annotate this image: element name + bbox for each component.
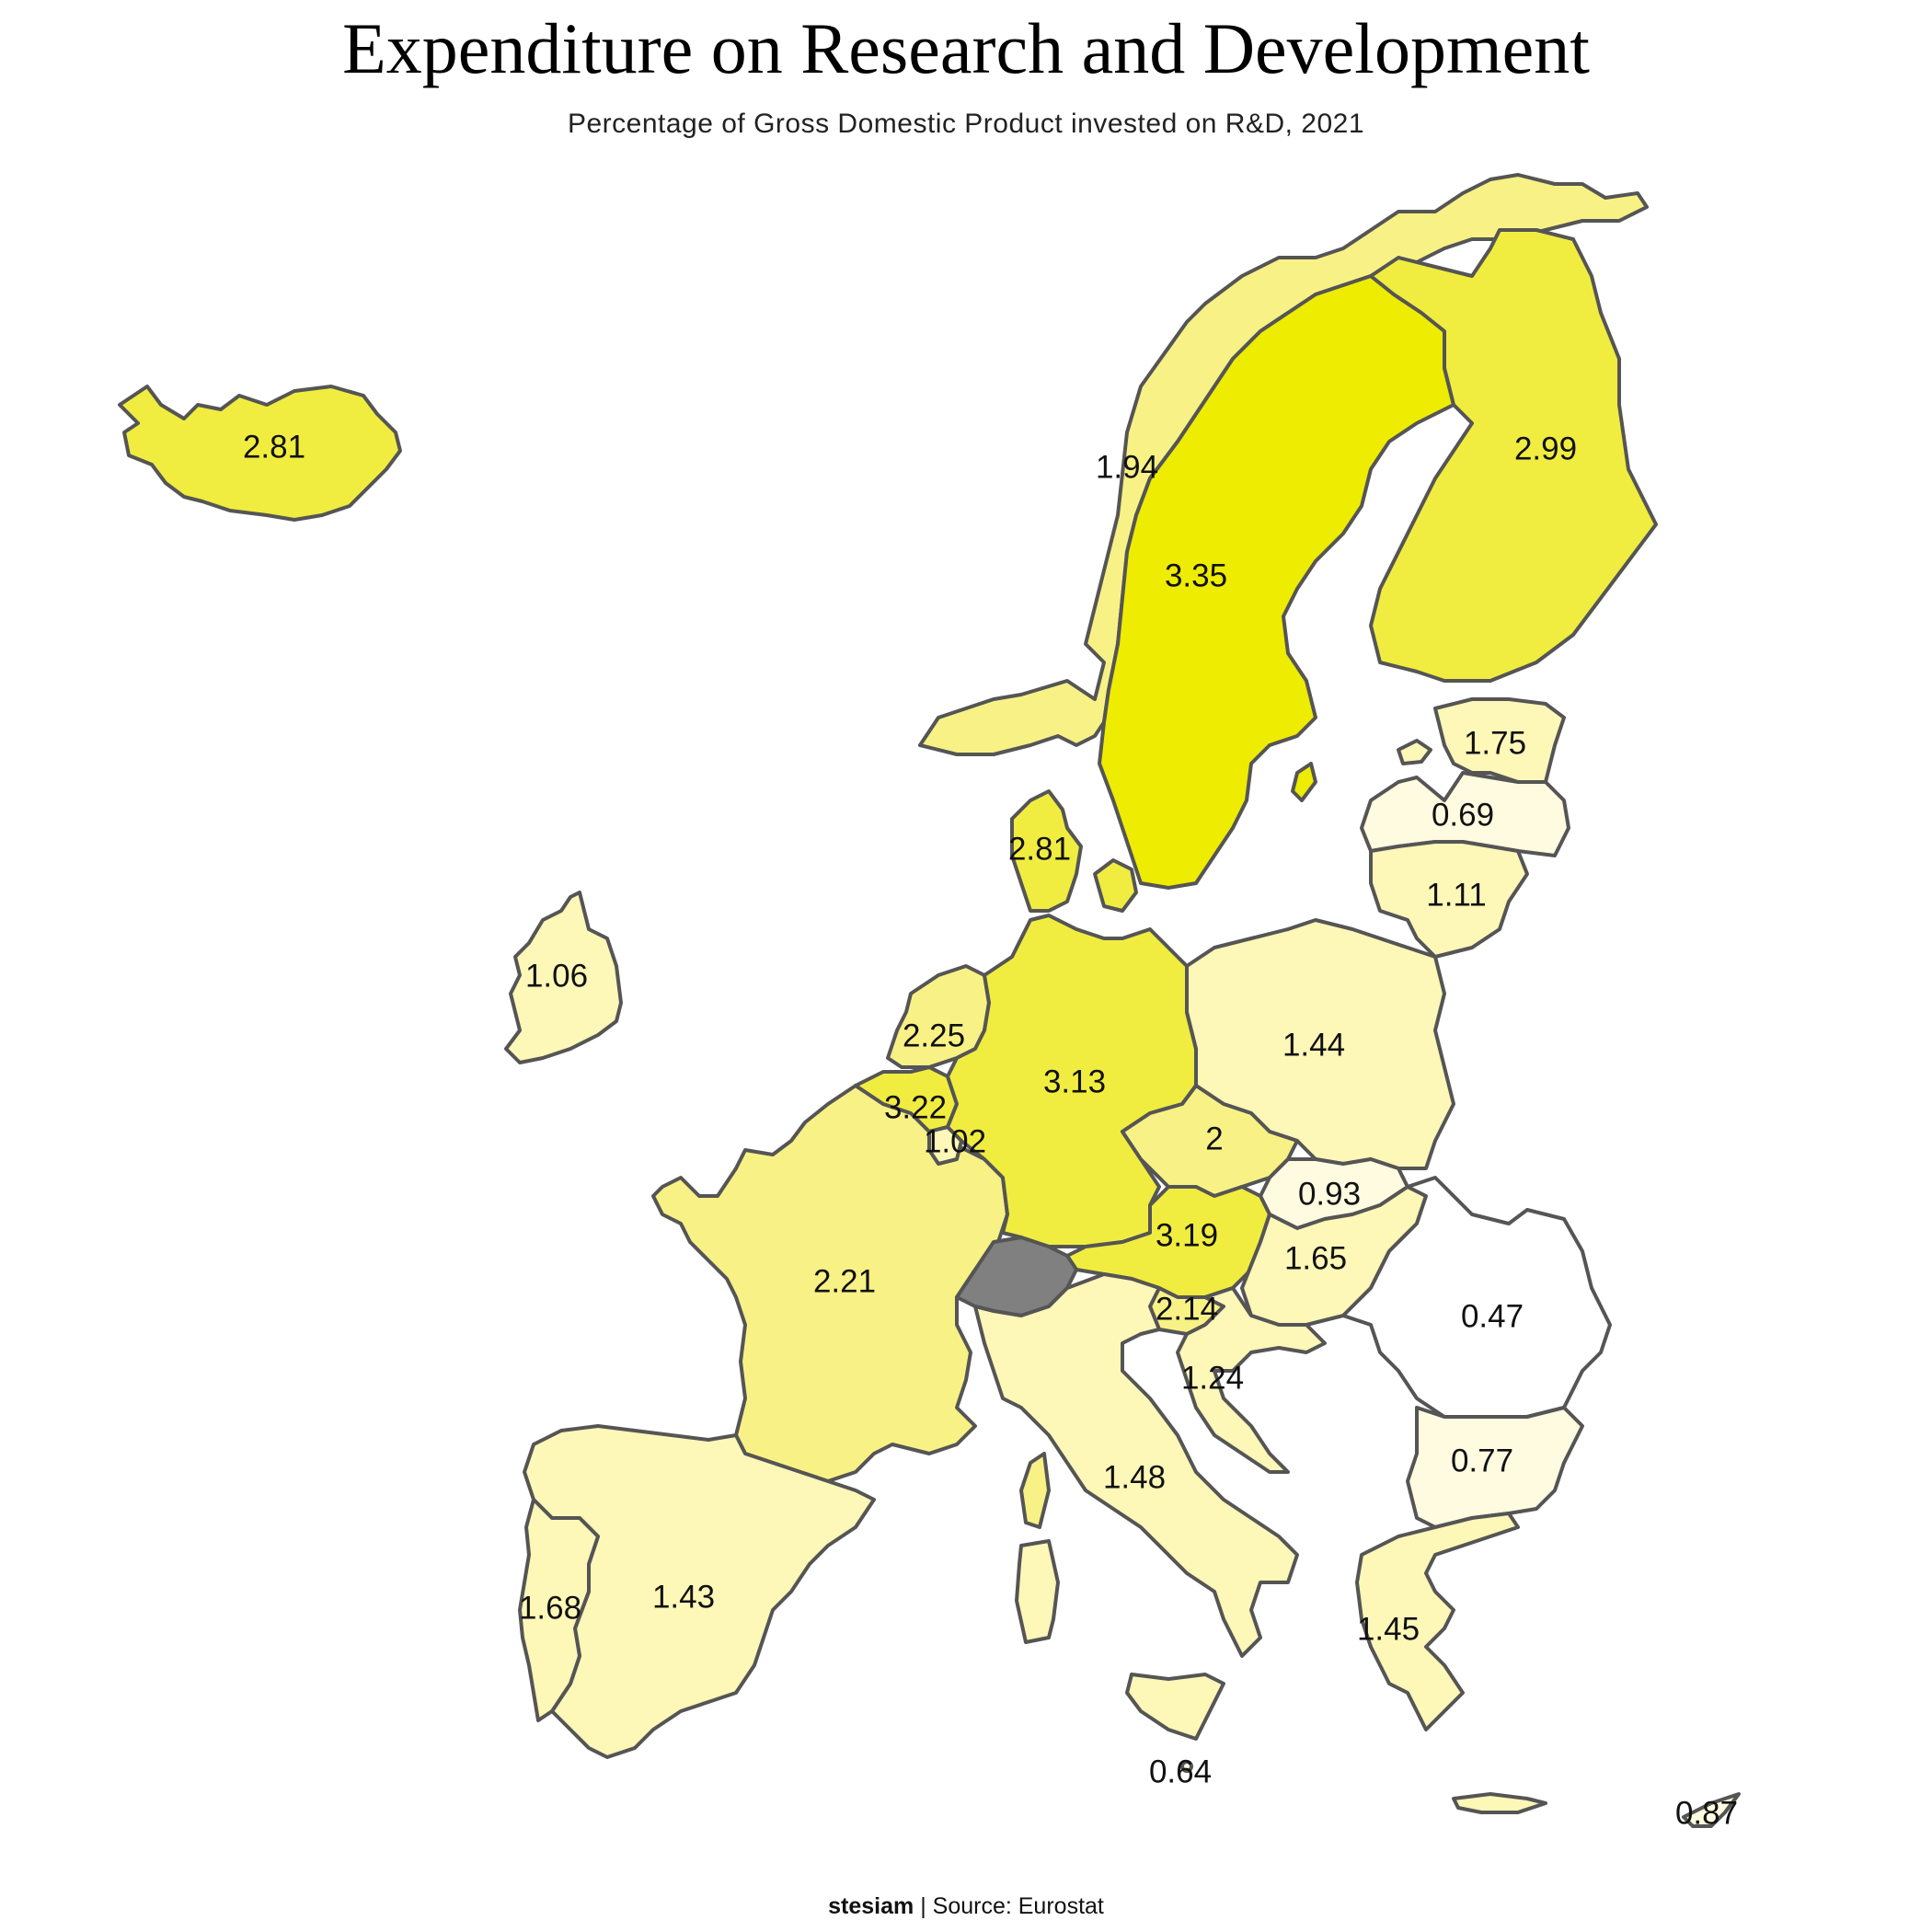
- value-label-netherlands: 2.25: [903, 1018, 965, 1053]
- region-portugal[interactable]: [518, 1498, 600, 1722]
- value-label-denmark: 2.81: [1008, 831, 1071, 867]
- value-label-norway: 1.94: [1096, 449, 1158, 485]
- value-label-czechia: 2: [1205, 1121, 1223, 1156]
- region-bulgaria[interactable]: [1406, 1406, 1584, 1529]
- region-italy-sardinia[interactable]: [1015, 1539, 1060, 1644]
- value-label-ireland: 1.06: [525, 958, 588, 994]
- region-sweden-gotland[interactable]: [1291, 762, 1317, 802]
- region-cyprus[interactable]: [1682, 1792, 1741, 1828]
- value-label-finland: 2.99: [1514, 431, 1577, 466]
- region-denmark[interactable]: [1010, 789, 1083, 913]
- region-italy[interactable]: [973, 1272, 1299, 1658]
- value-label-cyprus: 0.87: [1675, 1795, 1738, 1831]
- chart-subtitle: Percentage of Gross Domestic Product inv…: [567, 109, 1365, 139]
- value-label-romania: 0.47: [1461, 1298, 1524, 1334]
- value-label-spain: 1.43: [652, 1579, 715, 1615]
- value-label-estonia: 1.75: [1464, 725, 1526, 761]
- region-ireland[interactable]: [504, 891, 623, 1064]
- region-sweden[interactable]: [1098, 274, 1455, 890]
- value-label-italy: 1.48: [1103, 1459, 1166, 1495]
- region-lithuania[interactable]: [1369, 840, 1529, 959]
- footer-source: Source: Eurostat: [932, 1893, 1104, 1919]
- region-malta[interactable]: [1180, 1760, 1193, 1773]
- value-label-hungary: 1.65: [1284, 1240, 1347, 1276]
- value-label-sweden: 3.35: [1165, 558, 1227, 593]
- value-label-latvia: 0.69: [1432, 797, 1494, 833]
- value-label-slovakia: 0.93: [1298, 1176, 1361, 1212]
- value-label-bulgaria: 0.77: [1451, 1443, 1513, 1478]
- region-france-corsica[interactable]: [1019, 1452, 1051, 1529]
- region-greece[interactable]: [1355, 1512, 1520, 1731]
- chart-footer: stesiam | Source: Eurostat: [0, 1893, 1932, 1920]
- value-label-croatia: 1.24: [1181, 1360, 1244, 1396]
- region-denmark-zealand[interactable]: [1093, 858, 1138, 913]
- value-label-luxembourg: 1.02: [924, 1123, 986, 1159]
- value-label-slovenia: 2.14: [1156, 1291, 1218, 1327]
- value-label-france: 2.21: [813, 1263, 876, 1299]
- footer-author: stesiam: [828, 1893, 914, 1919]
- value-label-austria: 3.19: [1156, 1217, 1218, 1253]
- value-label-iceland: 2.81: [243, 429, 305, 465]
- region-finland[interactable]: [1369, 228, 1658, 683]
- region-greece-crete[interactable]: [1452, 1792, 1547, 1814]
- region-estonia-island[interactable]: [1397, 739, 1432, 765]
- value-label-poland: 1.44: [1282, 1027, 1345, 1063]
- value-label-belgium: 3.22: [884, 1089, 947, 1125]
- region-croatia[interactable]: [1176, 1286, 1327, 1474]
- value-label-malta: 0.64: [1149, 1754, 1212, 1789]
- region-italy-sicily[interactable]: [1125, 1673, 1225, 1741]
- value-label-lithuania: 1.11: [1426, 877, 1487, 913]
- value-label-portugal: 1.68: [519, 1590, 581, 1626]
- value-label-greece: 1.45: [1357, 1611, 1420, 1647]
- footer-separator: |: [920, 1893, 926, 1919]
- chart-title: Expenditure on Research and Development: [342, 8, 1590, 88]
- value-label-germany: 3.13: [1043, 1064, 1106, 1099]
- region-iceland[interactable]: [118, 385, 402, 522]
